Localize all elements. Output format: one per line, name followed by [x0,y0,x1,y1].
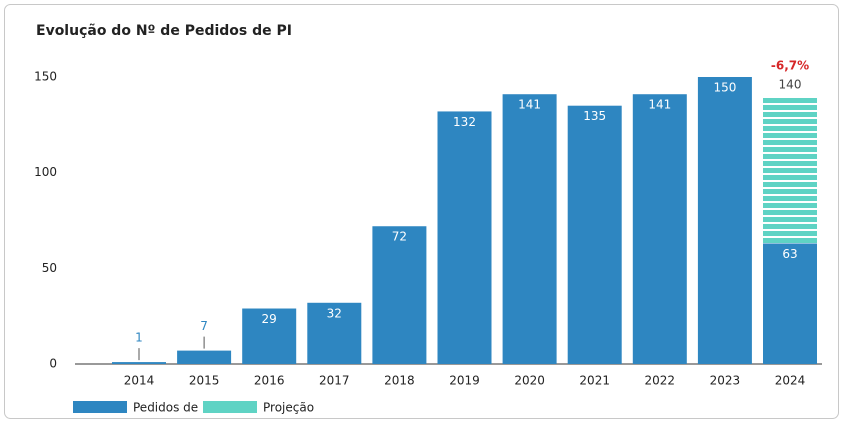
y-tick-label: 50 [42,261,57,275]
x-tick-label: 2018 [384,374,415,388]
bar [697,77,752,364]
bar [372,226,427,364]
x-tick-label: 2014 [124,374,155,388]
value-label: 141 [518,98,541,112]
value-label: 140 [779,78,802,92]
x-tick-label: 2015 [189,374,220,388]
value-label: 7 [200,319,208,333]
x-tick-label: 2020 [514,374,545,388]
bar [177,350,232,364]
y-tick-label: 150 [34,70,57,84]
value-label: 29 [262,312,277,326]
bar [567,105,622,364]
y-tick-label: 0 [49,357,57,371]
x-tick-label: 2023 [710,374,741,388]
annotation: -6,7% [771,59,809,73]
legend-label: Pedidos de PI [133,401,213,415]
x-tick-label: 2022 [645,374,676,388]
x-tick-label: 2016 [254,374,285,388]
x-tick-label: 2019 [449,374,480,388]
x-tick-label: 2024 [775,374,806,388]
y-tick-label: 100 [34,165,57,179]
bar [763,243,817,364]
bar [242,308,297,364]
x-tick-label: 2021 [579,374,610,388]
legend-swatch [203,401,257,413]
chart-title: Evolução do Nº de Pedidos de PI [36,23,292,39]
value-label: 63 [782,247,797,261]
bar [112,362,166,364]
bar [632,94,687,364]
value-label: 1 [135,331,143,345]
bar [437,111,492,364]
value-label: 135 [583,109,606,123]
value-label: 72 [392,230,407,244]
value-label: 141 [648,98,671,112]
legend-swatch [73,401,127,413]
card [4,4,839,419]
bar [307,302,362,364]
legend-label: Projeção [263,401,314,415]
value-label: 150 [713,81,736,95]
value-label: 132 [453,115,476,129]
x-tick-label: 2017 [319,374,350,388]
value-label: 32 [327,306,342,320]
bar [502,94,557,364]
